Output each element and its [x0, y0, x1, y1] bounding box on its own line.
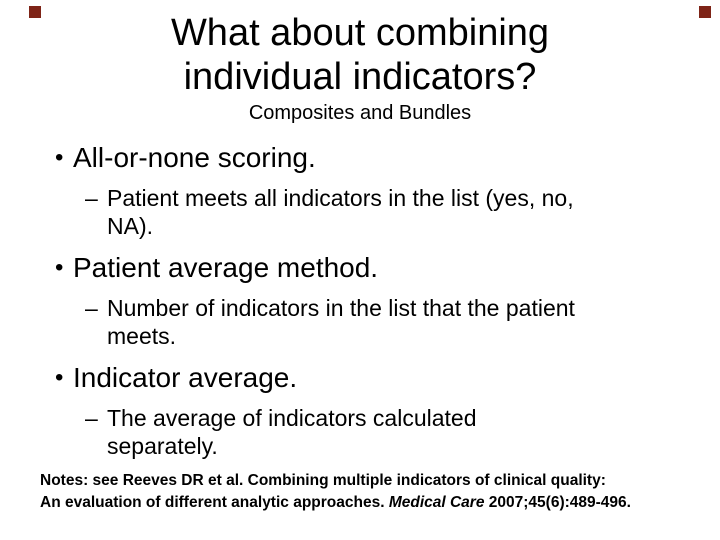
notes: Notes: see Reeves DR et al. Combining mu…	[40, 470, 705, 514]
slide-title: What about combining individual indicato…	[0, 11, 720, 99]
notes-line-1: Notes: see Reeves DR et al. Combining mu…	[40, 472, 606, 489]
sub-bullet: – The average of indicators calculated s…	[85, 404, 695, 460]
sub-bullet-text: The average of indicators calculated sep…	[107, 404, 477, 460]
sub-bullet-text: Number of indicators in the list that th…	[107, 294, 575, 350]
journal-name: Medical Care	[388, 494, 485, 511]
bullet-heading: Indicator average.	[73, 362, 298, 393]
sub-bullet-line: separately.	[107, 433, 218, 459]
sub-bullet-line: Patient meets all indicators in the list…	[107, 185, 574, 211]
corner-square-left-icon	[29, 6, 41, 18]
dash-icon: –	[85, 405, 98, 431]
sub-bullet: – Number of indicators in the list that …	[85, 294, 695, 350]
bullet-item: • All-or-none scoring. – Patient meets a…	[55, 140, 695, 240]
notes-citation-pre: An evaluation of different analytic appr…	[40, 494, 389, 511]
dash-icon: –	[85, 185, 98, 211]
notes-citation-post: 2007;45(6):489-496.	[484, 494, 631, 511]
slide-body: • All-or-none scoring. – Patient meets a…	[55, 140, 695, 470]
notes-line-2: An evaluation of different analytic appr…	[40, 492, 705, 514]
sub-bullet-line: meets.	[107, 323, 177, 349]
bullet-icon: •	[55, 364, 64, 391]
bullet-heading: Patient average method.	[73, 252, 379, 283]
sub-bullet-line: NA).	[107, 213, 153, 239]
bullet-icon: •	[55, 144, 64, 171]
bullet-heading-row: • All-or-none scoring.	[55, 140, 695, 176]
slide-title-line-1: What about combining	[170, 12, 550, 54]
slide-title-line-2: individual indicators?	[183, 56, 537, 98]
bullet-heading: All-or-none scoring.	[73, 142, 316, 173]
sub-bullet-line: Number of indicators in the list that th…	[107, 295, 575, 321]
bullet-heading-row: • Patient average method.	[55, 250, 695, 286]
bullet-icon: •	[55, 254, 64, 281]
sub-bullet-text: Patient meets all indicators in the list…	[107, 184, 574, 240]
sub-bullet: – Patient meets all indicators in the li…	[85, 184, 695, 240]
corner-square-right-icon	[699, 6, 711, 18]
bullet-heading-row: • Indicator average.	[55, 360, 695, 396]
bullet-item: • Indicator average. – The average of in…	[55, 360, 695, 460]
sub-bullet-line: The average of indicators calculated	[107, 405, 477, 431]
dash-icon: –	[85, 295, 98, 321]
slide-subtitle: Composites and Bundles	[248, 102, 472, 124]
bullet-item: • Patient average method. – Number of in…	[55, 250, 695, 350]
